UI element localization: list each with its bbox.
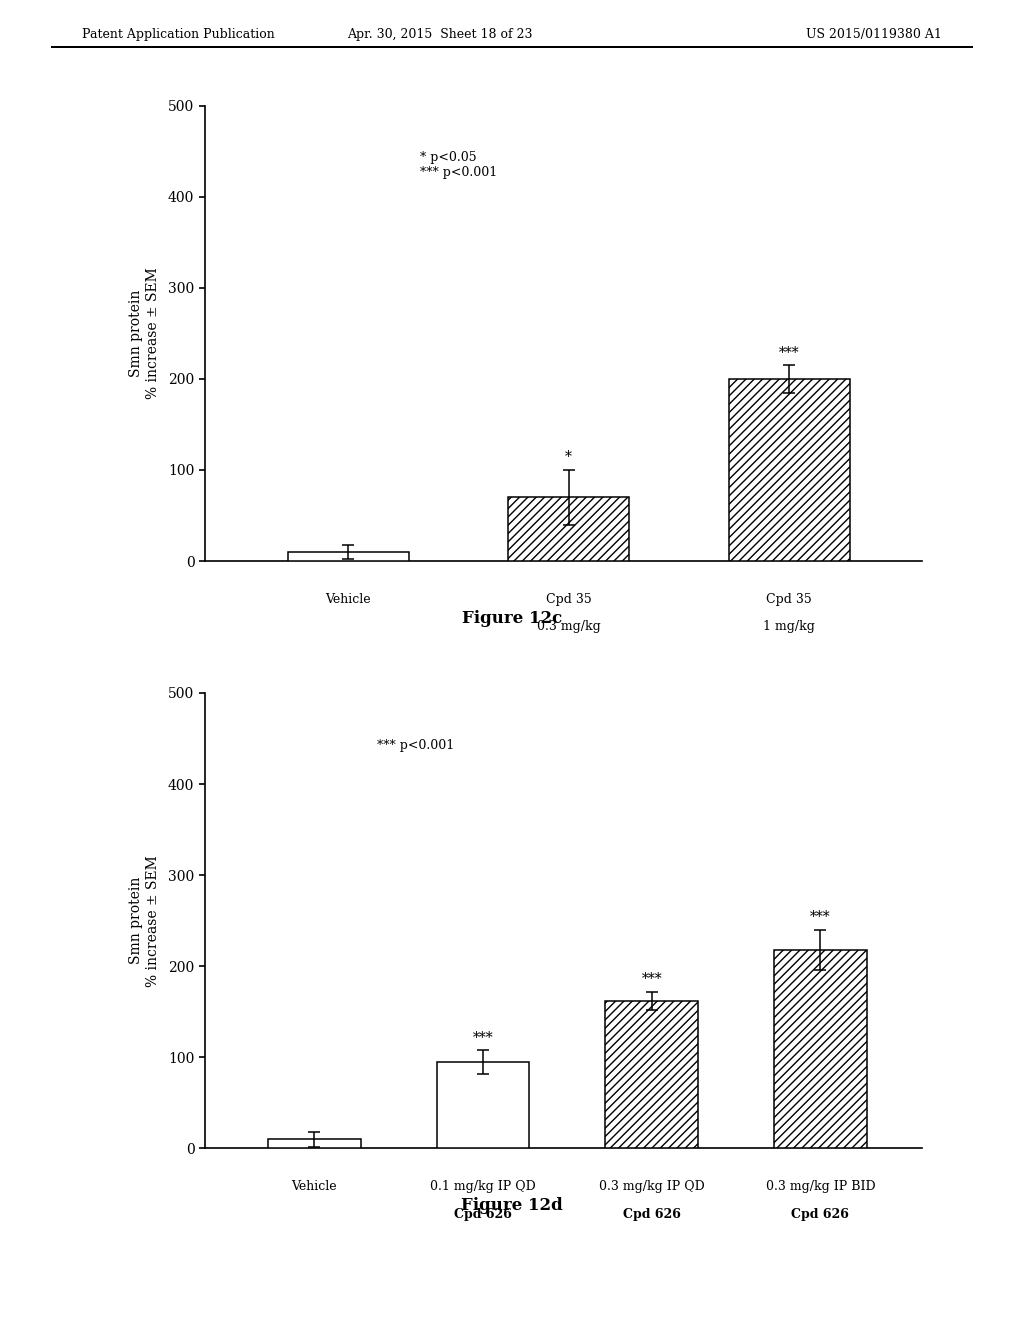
- Text: ***: ***: [473, 1031, 494, 1044]
- Bar: [436, 1061, 529, 1148]
- Text: Cpd 35: Cpd 35: [546, 593, 592, 606]
- Text: ***: ***: [779, 346, 800, 360]
- Text: *** p<0.001: *** p<0.001: [377, 739, 454, 751]
- Text: *: *: [565, 450, 572, 465]
- Text: Patent Application Publication: Patent Application Publication: [82, 28, 274, 41]
- Y-axis label: Smn protein
% increase ± SEM: Smn protein % increase ± SEM: [129, 855, 160, 986]
- Bar: [774, 950, 866, 1148]
- Text: Vehicle: Vehicle: [326, 593, 371, 606]
- Text: US 2015/0119380 A1: US 2015/0119380 A1: [806, 28, 942, 41]
- Bar: [288, 552, 409, 561]
- Y-axis label: Smn protein
% increase ± SEM: Smn protein % increase ± SEM: [129, 268, 160, 399]
- Bar: [508, 498, 630, 561]
- Text: 0.1 mg/kg IP QD: 0.1 mg/kg IP QD: [430, 1180, 536, 1193]
- Text: Cpd 35: Cpd 35: [766, 593, 812, 606]
- Text: Cpd 626: Cpd 626: [792, 1208, 849, 1221]
- Text: Cpd 626: Cpd 626: [623, 1208, 681, 1221]
- Text: 0.3 mg/kg IP QD: 0.3 mg/kg IP QD: [599, 1180, 705, 1193]
- Text: Apr. 30, 2015  Sheet 18 of 23: Apr. 30, 2015 Sheet 18 of 23: [347, 28, 534, 41]
- Text: Cpd 626: Cpd 626: [455, 1208, 512, 1221]
- Text: Figure 12c: Figure 12c: [462, 610, 562, 627]
- Bar: [729, 379, 850, 561]
- Text: Figure 12d: Figure 12d: [461, 1197, 563, 1214]
- Text: * p<0.05
*** p<0.001: * p<0.05 *** p<0.001: [420, 152, 497, 180]
- Text: ***: ***: [641, 973, 663, 986]
- Text: Vehicle: Vehicle: [292, 1180, 337, 1193]
- Bar: [268, 1139, 360, 1148]
- Text: 0.3 mg/kg IP BID: 0.3 mg/kg IP BID: [766, 1180, 876, 1193]
- Bar: [605, 1001, 698, 1148]
- Text: ***: ***: [810, 911, 830, 924]
- Text: 0.3 mg/kg: 0.3 mg/kg: [537, 620, 601, 634]
- Text: 1 mg/kg: 1 mg/kg: [763, 620, 815, 634]
